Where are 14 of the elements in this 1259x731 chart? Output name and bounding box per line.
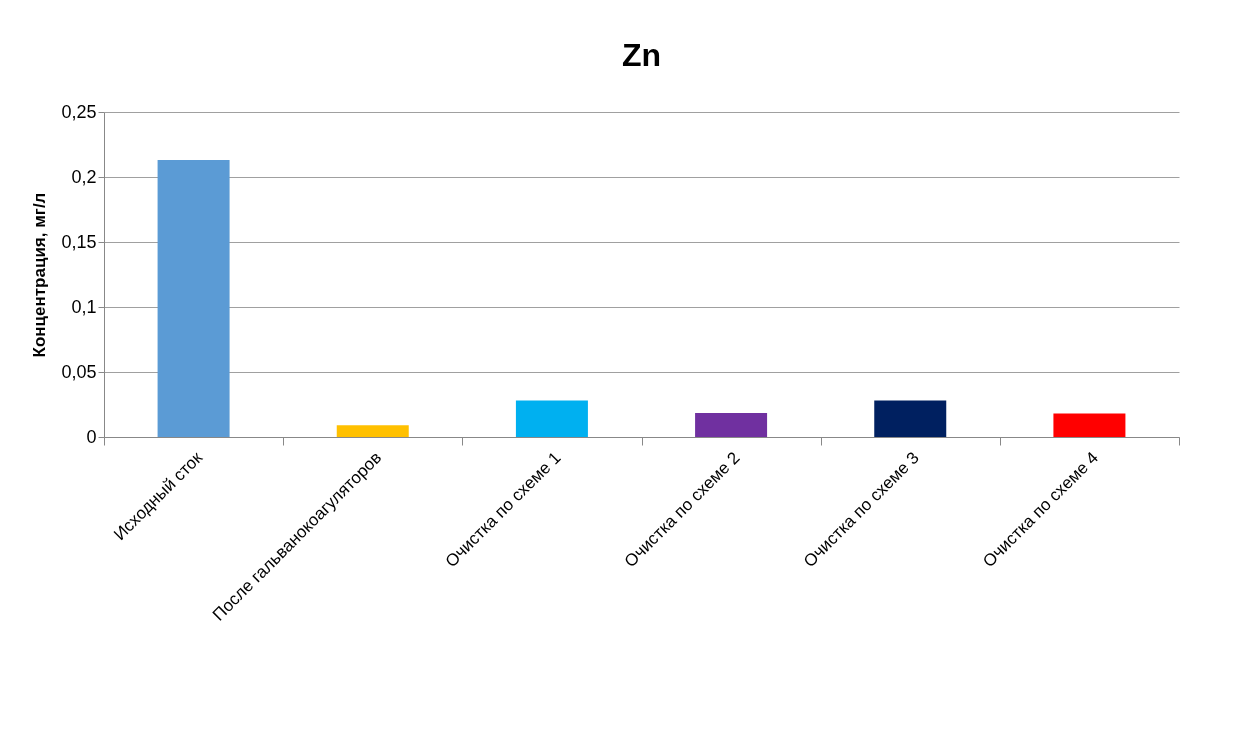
bar [336, 425, 409, 437]
y-tick-label: 0,15 [61, 231, 97, 252]
y-tick-label: 0,1 [71, 296, 97, 317]
bar [515, 400, 588, 437]
y-tick-label: 0,2 [71, 166, 97, 187]
bar [874, 400, 947, 437]
y-tick-label: 0,05 [61, 361, 97, 382]
y-tick-label: 0,25 [61, 101, 97, 122]
chart-title: Zn [621, 37, 662, 73]
y-axis-title: Концентрация, мг/л [30, 192, 50, 358]
bar [695, 412, 768, 437]
bar [157, 160, 230, 437]
y-tick-label: 0 [86, 426, 97, 447]
bar [1053, 413, 1126, 437]
